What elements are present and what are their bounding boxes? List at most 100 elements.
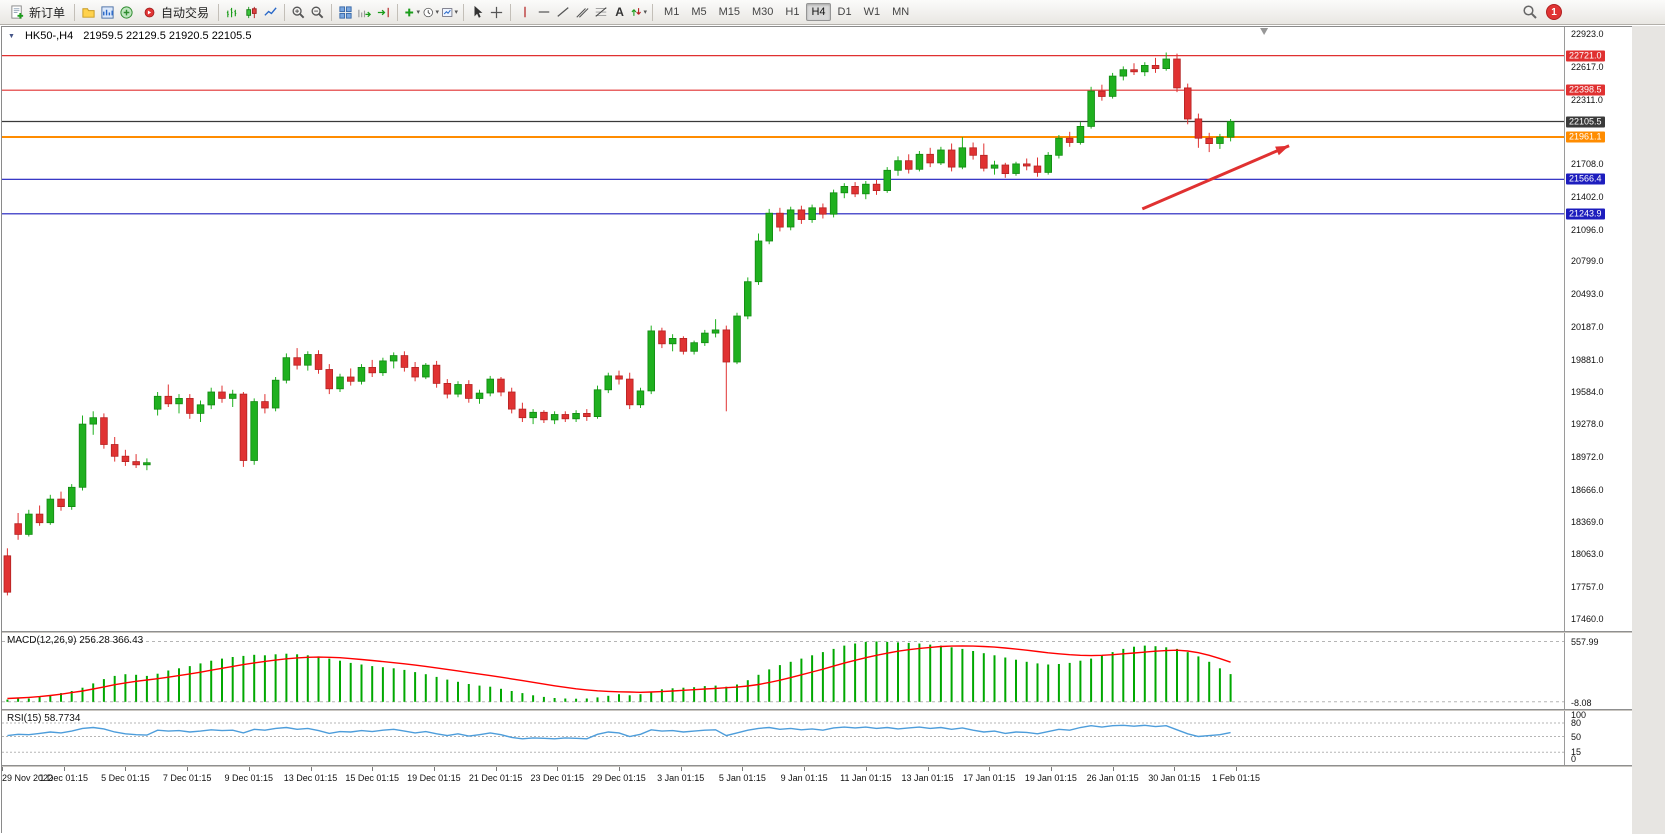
time-axis-label: 9 Dec 01:15 [224, 773, 274, 783]
pane-separator[interactable] [2, 631, 1633, 633]
line-chart-button[interactable] [262, 4, 279, 21]
autotrading-label: 自动交易 [161, 5, 210, 20]
time-axis-tick [433, 767, 435, 771]
fibonacci-button[interactable] [592, 4, 609, 21]
candles[interactable] [3, 52, 1235, 596]
data-window-icon[interactable] [118, 4, 135, 21]
timeframe-button-w1[interactable]: W1 [863, 6, 881, 18]
toolbar-separator [397, 3, 399, 21]
time-scale[interactable]: 29 Nov 2022 1 Dec 01:15 5 Dec 01:15 7 Dec 0… [2, 767, 1633, 791]
time-axis-tick [619, 767, 620, 771]
timeframe-button-d1[interactable]: D1 [837, 6, 852, 18]
notification-badge[interactable]: 1 [1546, 4, 1562, 20]
right-gutter [1632, 26, 1665, 834]
macd-label: MACD(12,26,9) 256.28 366.43 [7, 635, 144, 646]
chart-symbol-period: HK50-,H4 [24, 30, 74, 42]
search-icon[interactable] [1521, 4, 1538, 21]
price-axis-label: 19278.0 [1571, 419, 1604, 430]
chart-shift-button[interactable] [375, 4, 392, 21]
indicators-button[interactable]: ▾ [403, 4, 420, 21]
time-axis-label: 1 Dec 01:15 [39, 773, 88, 783]
price-axis-label: 19881.0 [1571, 354, 1604, 365]
one-click-trading-toggle[interactable]: ▼ [8, 32, 15, 40]
toolbar-right-group: 1 [1521, 4, 1562, 21]
time-axis-tick [680, 767, 682, 771]
rsi-canvas[interactable] [2, 711, 1564, 765]
toolbar-separator [331, 3, 333, 21]
vertical-line-button[interactable] [516, 4, 533, 21]
time-axis-label: 26 Jan 01:15 [1086, 773, 1139, 783]
new-order-icon [9, 4, 26, 21]
time-axis-tick [372, 767, 374, 771]
new-order-button[interactable]: 新订单 [5, 2, 69, 22]
timeframe-button-h1[interactable]: H1 [785, 6, 800, 18]
profiles-icon[interactable] [80, 4, 97, 21]
time-axis-label: 5 Jan 01:15 [718, 773, 766, 783]
price-axis-label: 21402.0 [1571, 191, 1604, 202]
time-axis-label: 3 Jan 01:15 [657, 773, 705, 783]
rsi-axis-label: 100 [1571, 710, 1587, 720]
crosshair-button[interactable] [488, 4, 505, 21]
market-watch-icon[interactable] [99, 4, 116, 21]
pane-separator [2, 765, 1633, 767]
price-axis-label: 22923.0 [1571, 29, 1604, 39]
price-level-badge: 22105.5 [1566, 116, 1605, 127]
time-axis-tick [557, 767, 559, 771]
pane-separator[interactable] [2, 709, 1633, 711]
price-axis-label: 17460.0 [1571, 614, 1604, 624]
equidistant-channel-button[interactable] [573, 4, 590, 21]
arrows-button[interactable]: ▾ [630, 4, 647, 21]
rsi-axis-label: 0 [1571, 754, 1577, 764]
time-axis-label: 13 Jan 01:15 [901, 773, 954, 783]
zoom-out-button[interactable] [309, 4, 326, 21]
price-level-badge: 21566.4 [1566, 173, 1605, 185]
price-axis-label: 22311.0 [1571, 94, 1603, 105]
bar-chart-button[interactable] [224, 4, 241, 21]
macd-canvas[interactable] [2, 633, 1564, 709]
time-axis-tick [1050, 767, 1052, 771]
macd-pane[interactable]: 557.99 -8.08 MACD(12,26,9) 256.28 366.43 [2, 633, 1633, 709]
zoom-in-button[interactable] [290, 4, 307, 21]
trendline-button[interactable] [554, 4, 571, 21]
time-axis-tick [927, 767, 929, 771]
autotrading-button[interactable]: 自动交易 [137, 2, 213, 22]
templates-button[interactable]: ▾ [441, 4, 458, 21]
time-axis-tick [2, 767, 3, 771]
text-label-button[interactable]: A [615, 5, 624, 19]
candlestick-chart-button[interactable] [243, 4, 260, 21]
time-axis-tick [989, 767, 991, 771]
time-axis-label: 1 Feb 01:15 [1211, 773, 1261, 783]
tile-windows-button[interactable] [337, 4, 354, 21]
time-axis-label: 19 Jan 01:15 [1024, 773, 1077, 783]
toolbar-separator [463, 3, 465, 21]
chart-shift-marker[interactable] [1260, 28, 1269, 35]
timeframe-button-m5[interactable]: M5 [691, 6, 707, 18]
toolbar-separator [652, 3, 654, 21]
timeframe-button-h4[interactable]: H4 [806, 3, 831, 21]
trend-arrow[interactable] [1141, 144, 1290, 211]
time-axis-label: 19 Dec 01:15 [407, 773, 461, 783]
timeframe-button-mn[interactable]: MN [892, 6, 910, 18]
periods-button[interactable]: ▾ [422, 4, 439, 21]
time-axis-label: 29 Nov 2022 [2, 773, 54, 783]
time-axis-tick [248, 767, 250, 771]
time-axis-label: 29 Dec 01:15 [592, 773, 646, 783]
horizontal-line-button[interactable] [535, 4, 552, 21]
price-level-badge: 21243.9 [1566, 208, 1605, 220]
time-axis-label: 11 Jan 01:15 [840, 773, 892, 783]
time-axis-label: 17 Jan 01:15 [963, 773, 1016, 783]
rsi-pane[interactable]: 100 80 50 15 0 RSI(15) 58.7734 [2, 710, 1633, 765]
time-axis-label: 21 Dec 01:15 [468, 773, 523, 783]
timeframe-button-m1[interactable]: M1 [664, 6, 680, 18]
time-axis-tick [310, 767, 312, 771]
cursor-button[interactable] [469, 4, 486, 21]
timeframe-button-m30[interactable]: M30 [752, 6, 774, 18]
auto-scroll-button[interactable] [356, 4, 373, 21]
price-scale[interactable]: 22923.0 22617.0 22311.0 21708.0 21402.0 21096… [1564, 27, 1633, 631]
timeframe-button-m15[interactable]: M15 [718, 6, 740, 18]
time-axis-tick [804, 767, 806, 771]
price-chart-canvas[interactable] [2, 27, 1564, 631]
price-pane[interactable]: 22923.0 22617.0 22311.0 21708.0 21402.0 21096… [2, 27, 1633, 631]
rsi-label: RSI(15) 58.7734 [7, 713, 81, 724]
